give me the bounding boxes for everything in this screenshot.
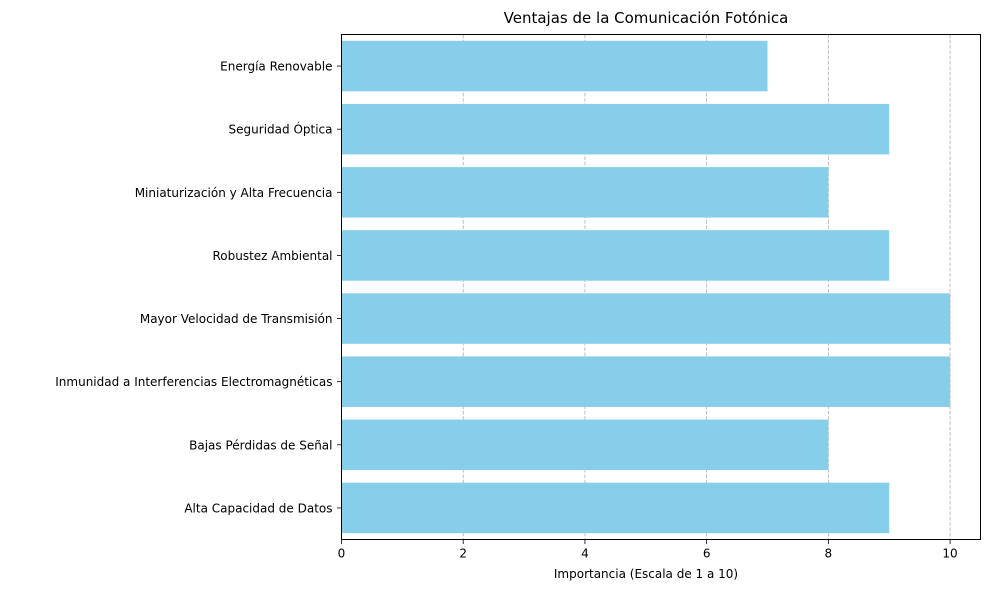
x-tick-label: 6 [703, 547, 711, 561]
x-axis-label: Importancia (Escala de 1 a 10) [554, 567, 738, 581]
x-tick-label: 10 [942, 547, 957, 561]
y-tick-label: Robustez Ambiental [212, 249, 332, 263]
bar [341, 293, 951, 344]
y-tick-label: Seguridad Óptica [229, 122, 333, 137]
x-tick-label: 0 [338, 547, 346, 561]
y-tick-label: Energía Renovable [220, 60, 332, 74]
bar [341, 419, 829, 471]
y-tick-label: Inmunidad a Interferencias Electromagnét… [55, 375, 332, 389]
bar [341, 482, 890, 534]
x-tick-label: 4 [581, 547, 589, 561]
x-axis-ticks: 0 2 4 6 8 10 [338, 539, 958, 561]
y-tick-label: Miniaturización y Alta Frecuencia [135, 186, 333, 200]
bars [341, 40, 951, 534]
plot-frame [341, 34, 981, 540]
y-tick-label: Mayor Velocidad de Transmisión [140, 312, 333, 326]
bar [341, 167, 829, 218]
y-tick-label: Bajas Pérdidas de Señal [189, 438, 332, 452]
chart-title: Ventajas de la Comunicación Fotónica [504, 9, 789, 27]
bar [341, 230, 890, 281]
y-tick-label: Alta Capacidad de Datos [184, 501, 332, 515]
bar [341, 103, 890, 155]
x-tick-label: 2 [459, 547, 467, 561]
x-tick-label: 8 [825, 547, 833, 561]
bar [341, 356, 951, 407]
bar [341, 40, 768, 92]
y-axis-ticks: Alta Capacidad de Datos Bajas Pérdidas de… [55, 60, 342, 515]
